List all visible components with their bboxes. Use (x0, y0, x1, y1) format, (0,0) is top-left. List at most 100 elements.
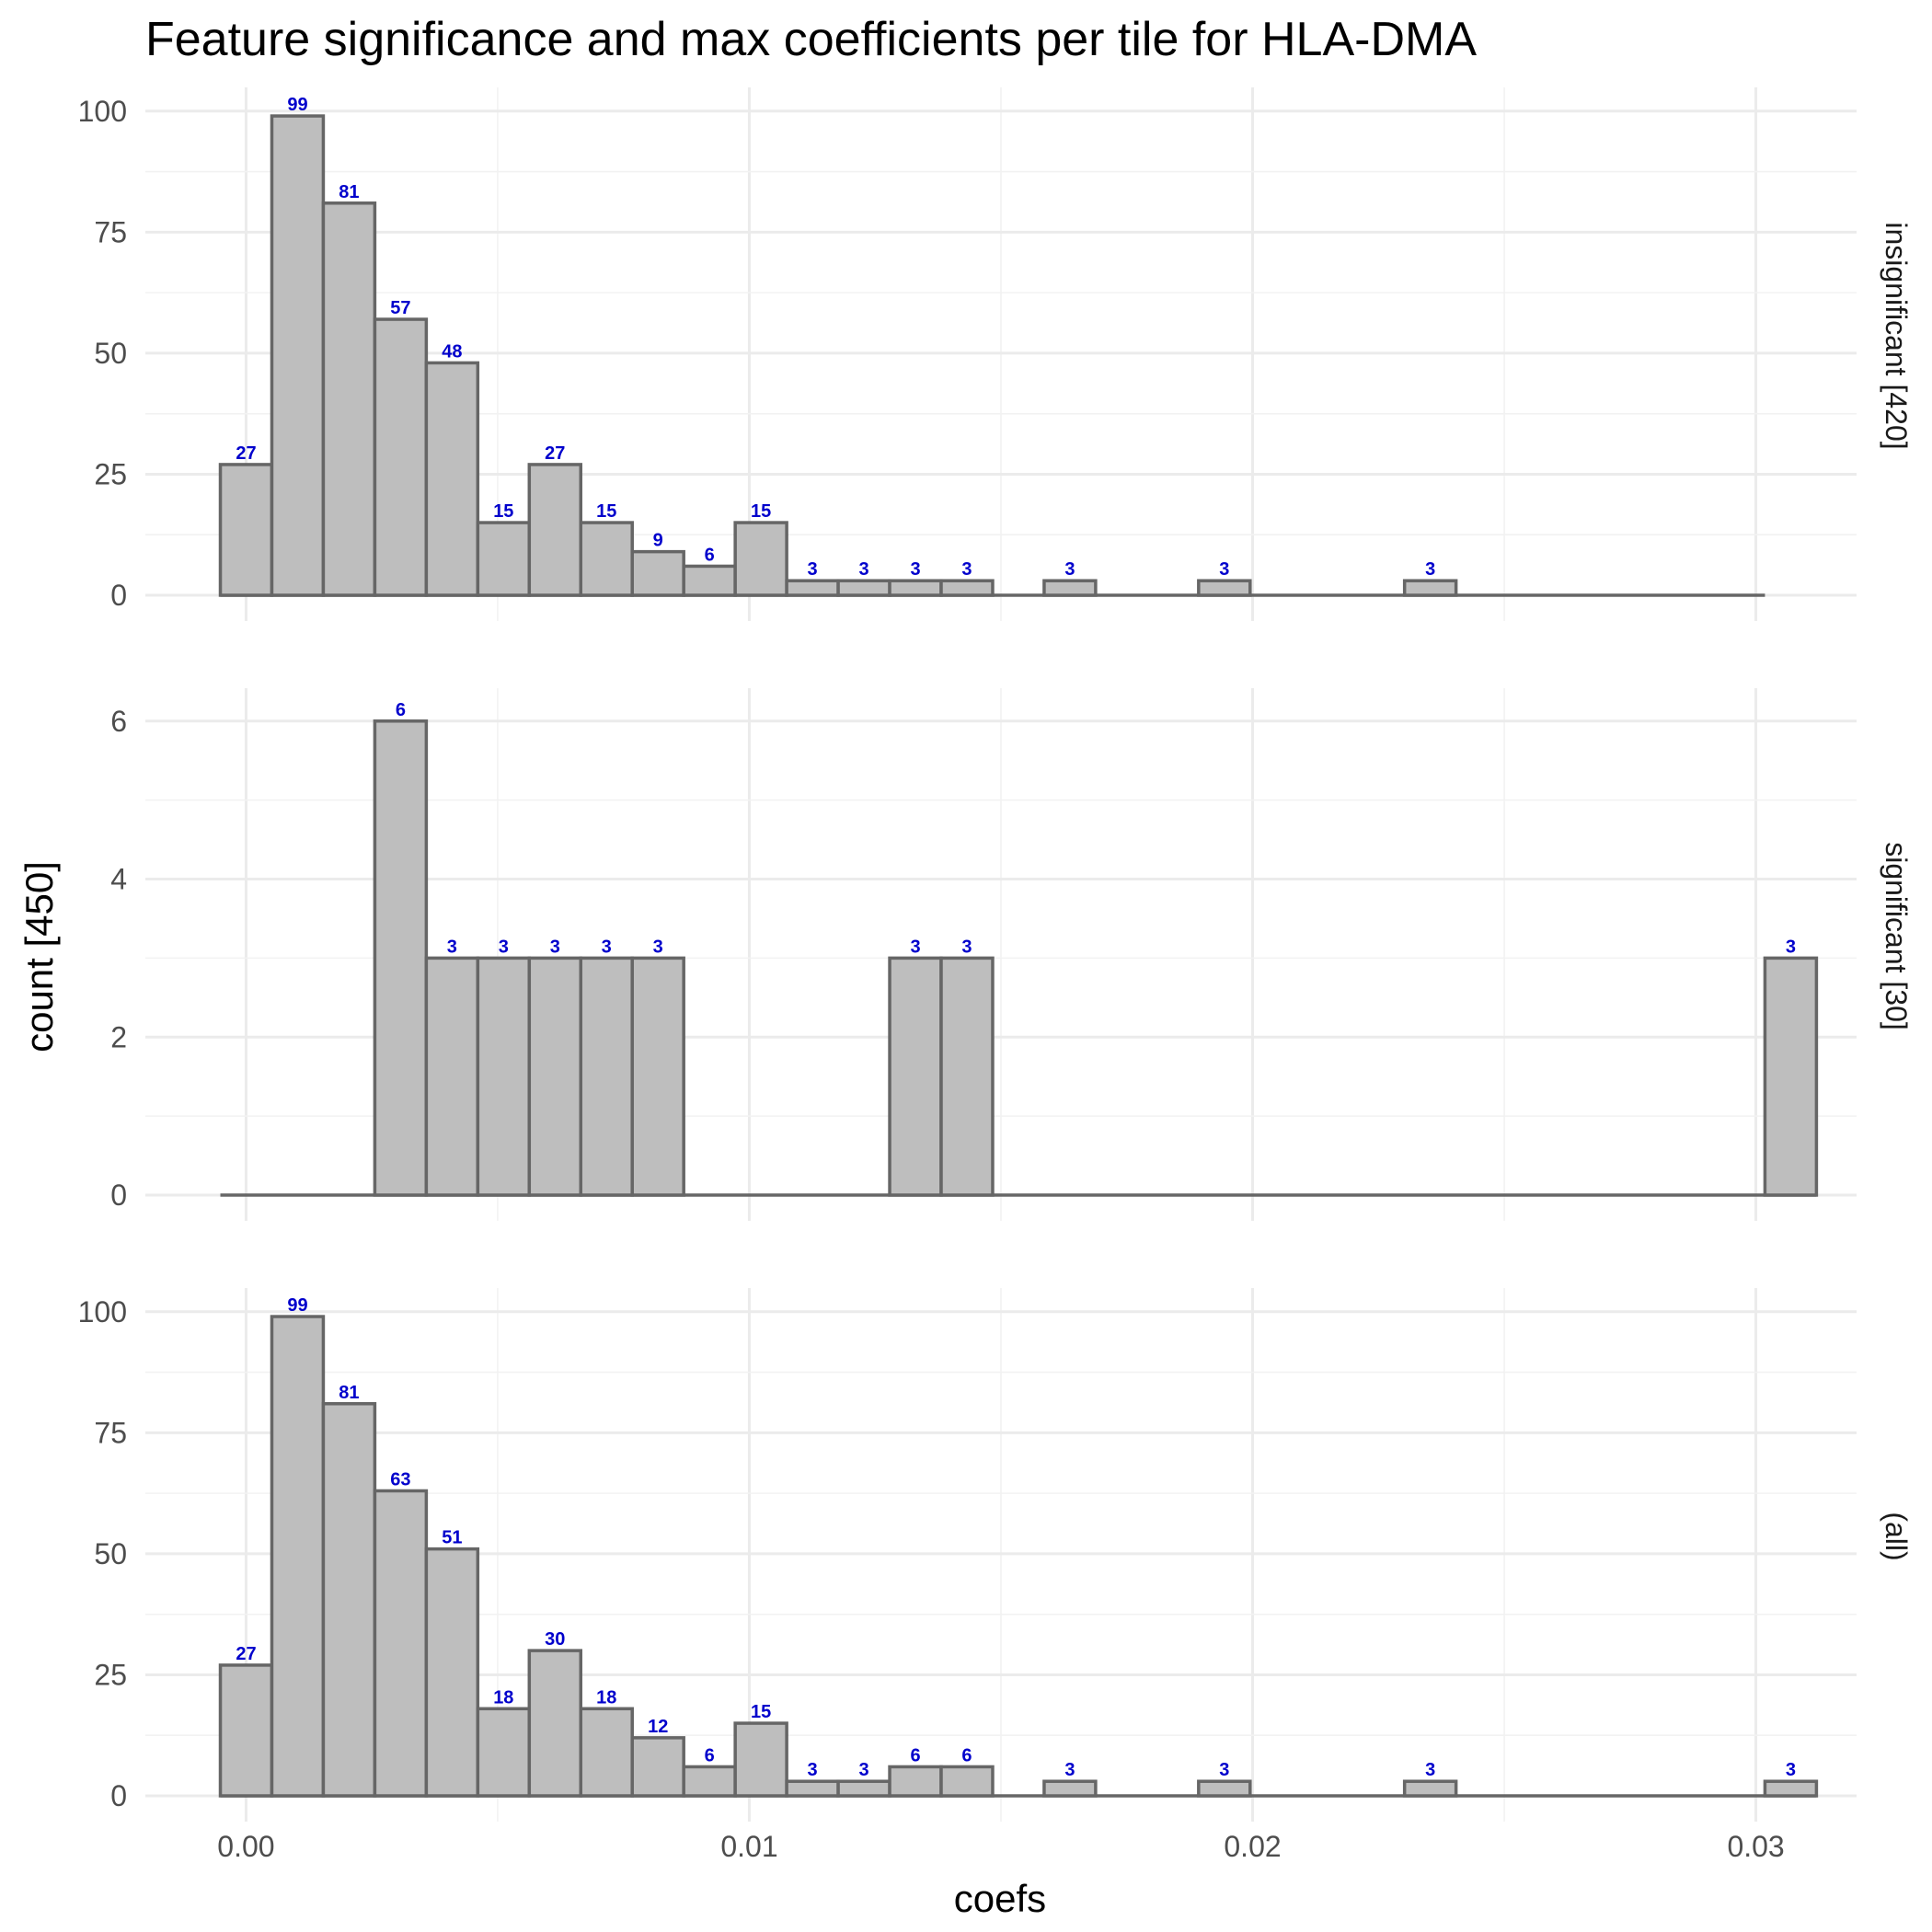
bar-count-label: 3 (1425, 559, 1435, 580)
histogram-bar (527, 956, 583, 1197)
bar-count-label: 15 (751, 501, 771, 522)
y-tick-label: 4 (110, 863, 127, 896)
x-axis-title: coefs (954, 1877, 1046, 1920)
bar-count-label: 6 (705, 545, 715, 565)
facet-panel-1: 0 25 50 75 100 27 99 81 57 48 15 27 15 9 6 15 3 3 3 3 3 3 3 ins… (78, 87, 1913, 621)
x-tick-label: 0.00 (217, 1830, 274, 1863)
histogram-bar (1042, 579, 1098, 597)
histogram-bar (579, 521, 634, 597)
y-tick-label: 2 (110, 1020, 127, 1053)
bar-count-label: 3 (1064, 559, 1075, 580)
bar-count-label: 51 (442, 1528, 462, 1548)
y-axis-title: count [450] (17, 861, 61, 1052)
histogram-bar (630, 1736, 685, 1798)
histogram-bar (218, 1663, 274, 1798)
bar-count-label: 3 (859, 1760, 869, 1780)
histogram-bar (270, 114, 326, 597)
bar-count-label: 6 (961, 1745, 972, 1765)
y-tick-label: 75 (94, 215, 127, 248)
bar-count-label: 57 (390, 298, 410, 318)
histogram-bar (888, 956, 943, 1197)
bar-count-label: 3 (1786, 937, 1796, 957)
bar-count-label: 3 (961, 559, 972, 580)
histogram-bar (1763, 956, 1819, 1197)
bar-count-label: 3 (602, 937, 612, 957)
bar-count-label: 15 (493, 501, 513, 522)
bar-count-label: 3 (1425, 1760, 1435, 1780)
histogram-bar (527, 1649, 583, 1798)
y-tick-label: 75 (94, 1416, 127, 1449)
histogram-bar (270, 1315, 326, 1798)
y-tick-label: 100 (78, 95, 127, 128)
bar-count-label: 3 (653, 937, 663, 957)
bar-count-label: 6 (910, 1745, 920, 1765)
y-tick-label: 0 (110, 579, 127, 612)
histogram-bar (682, 564, 737, 597)
histogram-bar (476, 956, 532, 1197)
x-axis: 0.00 0.01 0.02 0.03 (217, 1830, 1784, 1863)
bar-count-label: 3 (550, 937, 560, 957)
histogram-bar (424, 956, 480, 1197)
bar-count-label: 3 (1064, 1760, 1075, 1780)
bar-count-label: 3 (1219, 559, 1229, 580)
y-tick-label: 6 (110, 705, 127, 738)
histogram-bar (630, 549, 685, 597)
bar-count-label: 3 (808, 1760, 818, 1780)
histogram-bar (682, 1765, 737, 1798)
histogram-bar (785, 1779, 840, 1798)
bar-count-label: 3 (961, 937, 972, 957)
bar-count-label: 6 (396, 700, 406, 720)
y-tick-label: 50 (94, 1537, 127, 1570)
y-tick-label: 0 (110, 1179, 127, 1212)
bar-count-label: 3 (910, 559, 920, 580)
facet-panels: 0 25 50 75 100 27 99 81 57 48 15 27 15 9 6 15 3 3 3 3 3 3 3 ins… (78, 87, 1913, 1822)
bar-count-label: 3 (859, 559, 869, 580)
bar-count-label: 81 (339, 182, 359, 202)
y-tick-label: 0 (110, 1779, 127, 1812)
histogram-bar (1402, 1779, 1458, 1798)
histogram-bar (424, 1547, 480, 1798)
facet-strip-label: (all) (1880, 1512, 1913, 1560)
bar-count-label: 27 (545, 443, 565, 464)
histogram-bar (888, 579, 943, 597)
bar-count-label: 3 (499, 937, 509, 957)
histogram-bar (836, 1779, 891, 1798)
bar-count-label: 3 (910, 937, 920, 957)
bar-count-label: 27 (236, 1644, 256, 1664)
y-tick-label: 25 (94, 457, 127, 490)
x-tick-label: 0.02 (1224, 1830, 1281, 1863)
histogram-bar (939, 956, 995, 1197)
histogram-bar (785, 579, 840, 597)
histogram-bar (321, 1402, 377, 1798)
histogram-bar (1197, 579, 1252, 597)
histogram-bar (836, 579, 891, 597)
histogram-bar (579, 956, 634, 1197)
histogram-bar (476, 521, 532, 597)
histogram-bar (1197, 1779, 1252, 1798)
bar-count-label: 9 (653, 531, 663, 551)
histogram-bar (939, 1765, 995, 1798)
bar-count-label: 3 (447, 937, 457, 957)
facet-panel-2: 0 2 4 6 6 3 3 3 3 3 3 3 3 significant [30] (110, 688, 1913, 1221)
bar-count-label: 18 (493, 1687, 513, 1708)
bar-count-label: 48 (442, 341, 462, 362)
x-tick-label: 0.01 (720, 1830, 777, 1863)
histogram-bar (527, 463, 583, 597)
bar-count-label: 18 (596, 1687, 616, 1708)
histogram-bar (373, 1489, 429, 1798)
histogram-bar (1763, 1779, 1819, 1798)
bar-count-label: 27 (236, 443, 256, 464)
y-tick-label: 50 (94, 337, 127, 370)
bar-count-label: 3 (1219, 1760, 1229, 1780)
bar-count-label: 15 (596, 501, 616, 522)
histogram-bar (321, 201, 377, 597)
bar-count-label: 3 (1786, 1760, 1796, 1780)
facet-strip-label: insignificant [420] (1880, 222, 1913, 449)
histogram-bar (373, 719, 429, 1197)
y-tick-label: 100 (78, 1295, 127, 1328)
histogram-bar (476, 1707, 532, 1798)
histogram-bar (630, 956, 685, 1197)
x-tick-label: 0.03 (1727, 1830, 1784, 1863)
